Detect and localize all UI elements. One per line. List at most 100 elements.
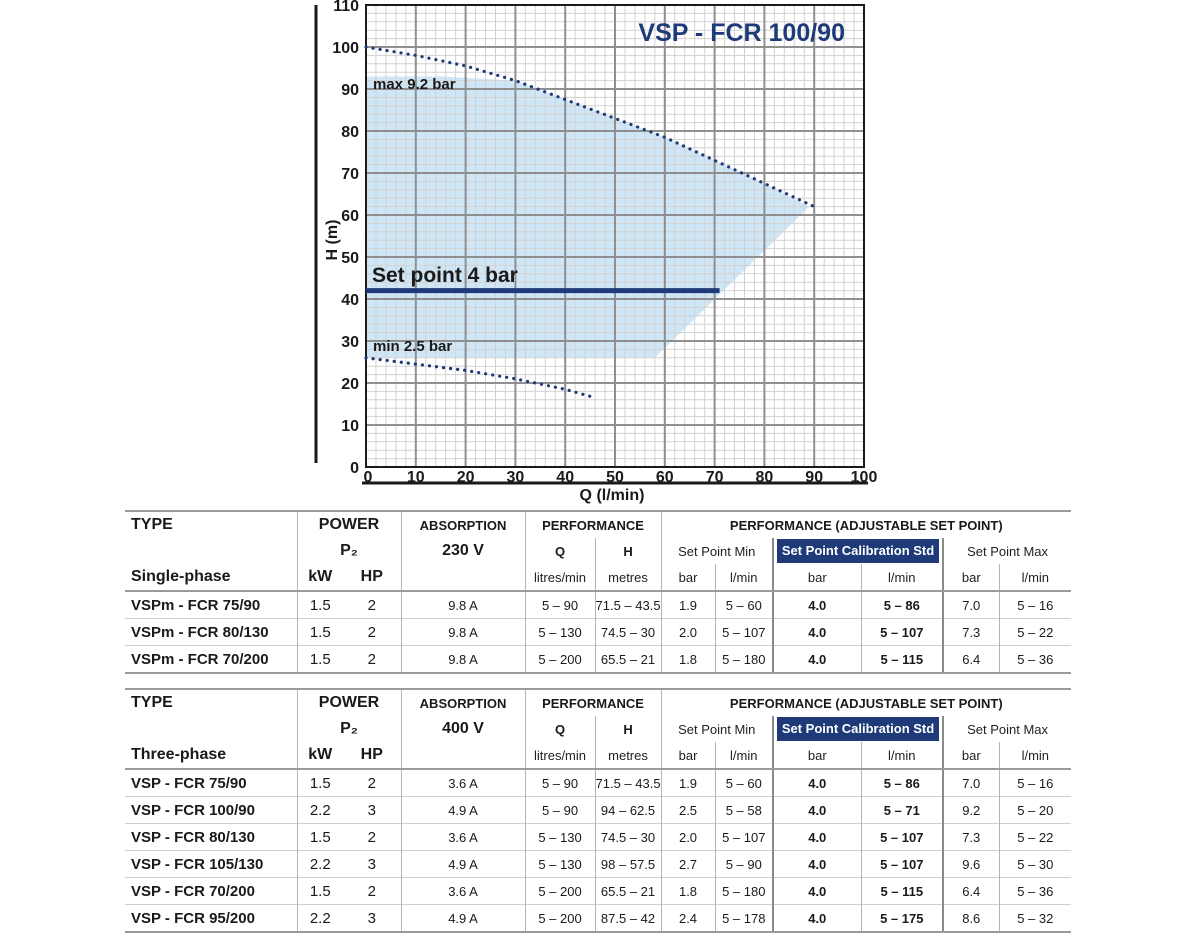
phase-header: Three-phase (125, 742, 297, 770)
y-tick-label: 0 (350, 460, 359, 477)
cell-min-l: 5 – 90 (714, 850, 774, 878)
cell-min-l: 5 – 180 (714, 645, 774, 674)
std-lmin-unit: l/min (860, 564, 945, 592)
chart-title: VSP - FCR 100/90 (638, 19, 845, 47)
y-tick-label: 110 (333, 0, 359, 15)
cell-min-l: 5 – 60 (714, 590, 774, 619)
cell-min-bar: 2.4 (660, 904, 716, 933)
cell-h: 71.5 – 43.5 (594, 768, 662, 797)
x-tick-label: 0 (364, 469, 373, 486)
cell-q: 5 – 130 (524, 823, 596, 851)
header-row-3: Single-phase kW HP litres/min metres bar… (125, 564, 1072, 592)
cell-abs: 9.8 A (400, 645, 526, 674)
y-tick-label: 30 (341, 334, 359, 351)
y-tick-label: 10 (341, 418, 359, 435)
min-bar-unit: bar (660, 564, 716, 592)
cell-abs: 9.8 A (400, 590, 526, 619)
cell-std-l: 5 – 107 (860, 823, 945, 851)
cell-h: 94 – 62.5 (594, 796, 662, 824)
q-header: Q (524, 716, 596, 742)
cell-kw: 2.2 (296, 850, 343, 878)
y-tick-label: 90 (341, 82, 359, 99)
cell-hp: 2 (343, 877, 402, 905)
cell-min-bar: 2.7 (660, 850, 716, 878)
type-header: TYPE (125, 510, 297, 538)
sp-std-header: Set Point Calibration Std (772, 538, 945, 564)
cell-kw: 1.5 (296, 618, 343, 646)
q-unit: litres/min (524, 564, 596, 592)
cell-q: 5 – 90 (524, 768, 596, 797)
hp-header: HP (343, 564, 402, 592)
cell-h: 74.5 – 30 (594, 823, 662, 851)
cell-min-bar: 2.0 (660, 618, 716, 646)
y-tick-label: 50 (341, 250, 359, 267)
cell-min-bar: 1.8 (660, 877, 716, 905)
max-curve-label: max 9.2 bar (373, 76, 456, 93)
sp-max-header: Set Point Max (942, 538, 1072, 564)
cell-kw: 1.5 (296, 645, 343, 674)
cell-abs: 4.9 A (400, 796, 526, 824)
std-bar-unit: bar (772, 742, 862, 770)
x-tick-label: 60 (656, 469, 674, 486)
q-header: Q (524, 538, 596, 564)
cell-max-l: 5 – 36 (998, 645, 1072, 674)
cell-std-bar: 4.0 (772, 590, 862, 619)
cell-std-l: 5 – 115 (860, 645, 945, 674)
cell-std-l: 5 – 107 (860, 618, 945, 646)
cell-kw: 1.5 (296, 823, 343, 851)
voltage-header: 230 V (400, 538, 526, 564)
cell-type: VSPm - FCR 80/130 (125, 618, 297, 646)
x-tick-label: 40 (556, 469, 574, 486)
cell-h: 65.5 – 21 (594, 645, 662, 674)
cell-kw: 1.5 (296, 877, 343, 905)
cell-q: 5 – 130 (524, 618, 596, 646)
cell-hp: 2 (343, 823, 402, 851)
cell-std-l: 5 – 86 (860, 590, 945, 619)
cell-type: VSP - FCR 75/90 (125, 768, 297, 797)
cell-std-l: 5 – 175 (860, 904, 945, 933)
x-tick-label: 70 (706, 469, 724, 486)
x-tick-label: 90 (805, 469, 823, 486)
empty-cell (125, 538, 297, 564)
adjustable-performance-header: PERFORMANCE (ADJUSTABLE SET POINT) (660, 510, 1072, 538)
cell-abs: 9.8 A (400, 618, 526, 646)
x-tick-label: 50 (606, 469, 624, 486)
absorption-header: ABSORPTION (400, 688, 526, 716)
cell-hp: 3 (343, 850, 402, 878)
cell-h: 65.5 – 21 (594, 877, 662, 905)
y-tick-label: 70 (341, 166, 359, 183)
cell-std-bar: 4.0 (772, 768, 862, 797)
x-axis-label: Q (l/min) (580, 487, 645, 504)
three-phase-table: TYPE POWER ABSORPTION PERFORMANCE PERFOR… (125, 688, 1072, 933)
cell-type: VSPm - FCR 70/200 (125, 645, 297, 674)
cell-hp: 2 (343, 618, 402, 646)
min-lmin-unit: l/min (714, 742, 774, 770)
cell-min-l: 5 – 58 (714, 796, 774, 824)
min-lmin-unit: l/min (714, 564, 774, 592)
x-tick-label: 80 (756, 469, 774, 486)
hp-header: HP (343, 742, 402, 770)
cell-max-bar: 7.0 (942, 768, 1000, 797)
cell-h: 87.5 – 42 (594, 904, 662, 933)
cell-type: VSPm - FCR 75/90 (125, 590, 297, 619)
y-tick-label: 20 (341, 376, 359, 393)
header-row-1: TYPE POWER ABSORPTION PERFORMANCE PERFOR… (125, 510, 1072, 538)
cell-min-bar: 1.9 (660, 768, 716, 797)
empty-cell (400, 564, 526, 592)
cell-max-l: 5 – 22 (998, 618, 1072, 646)
plot-frame (365, 4, 865, 468)
cell-abs: 3.6 A (400, 823, 526, 851)
x-tick-label: 30 (507, 469, 525, 486)
single-phase-table: TYPE POWER ABSORPTION PERFORMANCE PERFOR… (125, 510, 1072, 674)
x-tick-labels: 0 10 20 30 40 50 60 70 80 90 100 (364, 469, 878, 486)
grid-minor (366, 5, 864, 467)
cell-type: VSP - FCR 70/200 (125, 877, 297, 905)
cell-max-bar: 6.4 (942, 877, 1000, 905)
header-row-1: TYPE POWER ABSORPTION PERFORMANCE PERFOR… (125, 688, 1072, 716)
cell-q: 5 – 90 (524, 590, 596, 619)
header-row-3: Three-phase kW HP litres/min metres bar … (125, 742, 1072, 770)
